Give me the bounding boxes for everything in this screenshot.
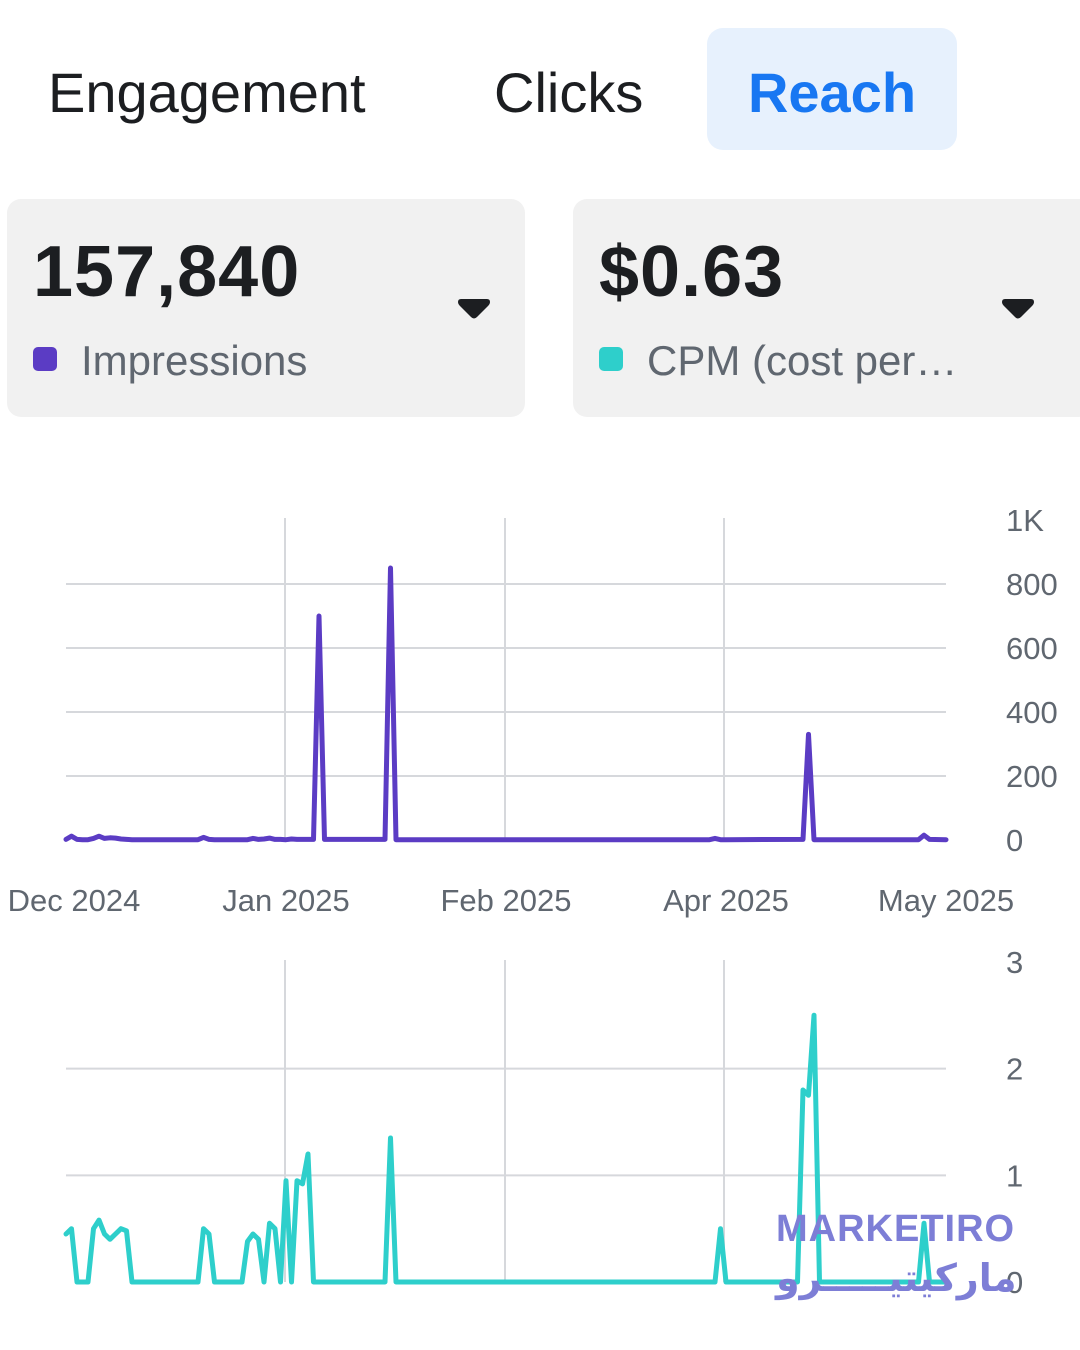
- y-tick-label: 3: [1006, 945, 1023, 980]
- y-tick-label: 600: [1006, 631, 1058, 666]
- x-tick-label: Apr 2025: [663, 883, 789, 918]
- legend-swatch-impressions: [33, 347, 57, 371]
- caret-down-icon[interactable]: [457, 299, 491, 321]
- series-line: [63, 1012, 949, 1285]
- tab-clicks[interactable]: Clicks: [494, 61, 644, 124]
- watermark-logo: MARKETIRO ماركيتيـــــرو: [776, 1208, 1036, 1308]
- impressions-chart: 0 200 400 600 800 1K Dec 2024 Jan 2025 Feb 2025 A…: [8, 503, 1058, 918]
- cpm-chart: 0 1 2 3: [63, 945, 1023, 1300]
- metric-value: $0.63: [599, 232, 785, 312]
- y-tick-label: 0: [1006, 823, 1023, 858]
- tab-engagement[interactable]: Engagement: [48, 61, 366, 124]
- series-line: [63, 565, 949, 843]
- x-tick-label: Jan 2025: [222, 883, 350, 918]
- x-tick-label: Dec 2024: [8, 883, 141, 918]
- legend-swatch-cpm: [599, 347, 623, 371]
- tab-reach[interactable]: Reach: [707, 28, 957, 150]
- metric-label: Impressions: [81, 337, 308, 384]
- y-tick-label: 0: [1006, 1265, 1023, 1300]
- watermark-text: MARKETIRO: [776, 1208, 1016, 1250]
- caret-down-icon[interactable]: [1001, 299, 1035, 321]
- y-tick-label: 800: [1006, 567, 1058, 602]
- metric-card-cpm[interactable]: $0.63 CPM (cost per…: [573, 199, 1080, 417]
- watermark-text-arabic: ماركيتيـــــرو: [776, 1258, 1017, 1300]
- x-tick-label: Feb 2025: [441, 883, 572, 918]
- y-tick-label: 2: [1006, 1052, 1023, 1087]
- y-tick-label: 1K: [1006, 503, 1044, 538]
- y-tick-label: 200: [1006, 759, 1058, 794]
- tab-bar: Engagement Clicks Reach: [0, 28, 1080, 152]
- metric-card-impressions[interactable]: 157,840 Impressions: [7, 199, 525, 417]
- metric-value: 157,840: [33, 232, 301, 312]
- y-tick-label: 1: [1006, 1158, 1023, 1193]
- y-tick-label: 400: [1006, 695, 1058, 730]
- x-tick-label: May 2025: [878, 883, 1014, 918]
- metric-label: CPM (cost per…: [647, 337, 958, 384]
